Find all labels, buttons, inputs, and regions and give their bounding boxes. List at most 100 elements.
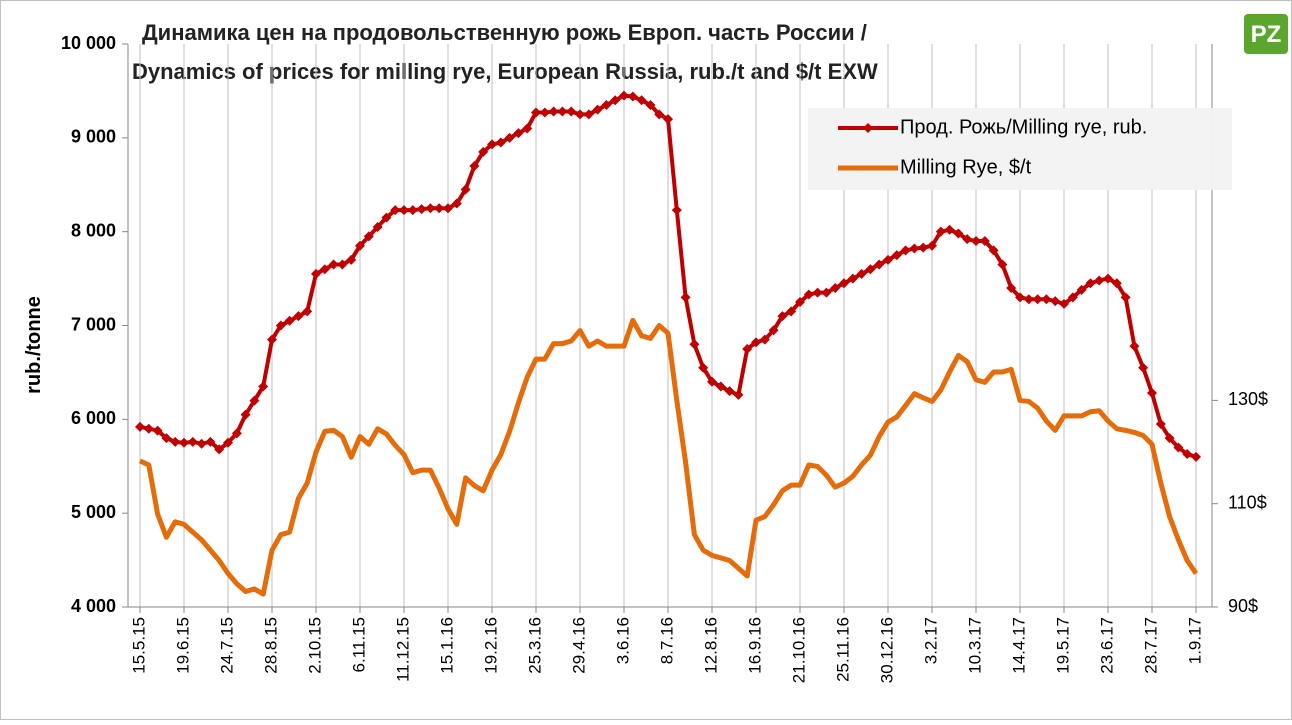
x-tick-label: 25.3.16	[525, 617, 544, 674]
marker	[671, 205, 682, 216]
marker	[1164, 433, 1175, 444]
marker	[1120, 292, 1131, 303]
marker	[918, 242, 929, 253]
marker	[1155, 419, 1166, 430]
marker	[434, 203, 445, 214]
marker	[865, 264, 876, 275]
marker	[249, 395, 260, 406]
x-tick-label: 28.7.17	[1141, 617, 1160, 674]
marker	[856, 268, 867, 279]
marker	[267, 334, 277, 345]
marker	[451, 198, 462, 209]
legend-label: Milling Rye, $/t	[900, 156, 1032, 178]
x-tick-label: 25.11.16	[833, 617, 852, 682]
x-tick-label: 15.1.16	[437, 617, 456, 674]
marker	[1147, 388, 1157, 399]
y-tick-label: 10 000	[61, 33, 116, 53]
y-tick-label: 4 000	[71, 596, 116, 616]
marker	[513, 128, 524, 139]
marker	[953, 228, 964, 239]
marker	[715, 381, 726, 392]
marker	[135, 421, 145, 432]
marker	[143, 423, 154, 434]
marker	[478, 146, 489, 157]
y-tick-label: 8 000	[71, 220, 116, 240]
marker	[654, 109, 665, 120]
marker	[407, 205, 418, 216]
marker	[152, 425, 163, 436]
marker	[240, 409, 251, 420]
marker	[997, 259, 1008, 270]
marker	[1041, 294, 1052, 305]
x-tick-label: 28.8.15	[261, 617, 280, 674]
x-tick-label: 1.9.17	[1185, 617, 1204, 664]
marker	[777, 311, 788, 322]
marker	[1032, 294, 1043, 305]
marker	[469, 160, 480, 171]
x-tick-label: 8.7.16	[657, 617, 676, 664]
y-tick-label: 6 000	[71, 408, 116, 428]
chart-title: Динамика цен на продовольственную рожь Е…	[142, 20, 867, 45]
marker	[187, 436, 198, 447]
marker	[645, 99, 656, 110]
marker	[214, 444, 225, 455]
x-tick-label: 11.12.15	[393, 617, 412, 682]
marker	[284, 315, 295, 326]
x-tick-label: 24.7.15	[217, 617, 236, 674]
marker	[337, 259, 348, 270]
marker	[548, 106, 559, 117]
marker	[847, 273, 858, 284]
marker	[170, 436, 181, 447]
marker	[1138, 362, 1149, 373]
series-line	[138, 317, 1199, 597]
marker	[460, 184, 471, 195]
x-tick-label: 15.5.15	[129, 617, 148, 674]
marker	[583, 109, 594, 120]
marker	[258, 381, 269, 392]
marker	[627, 91, 638, 102]
marker	[1129, 341, 1140, 352]
marker	[495, 137, 506, 148]
marker	[812, 287, 823, 298]
x-tick-label: 10.3.17	[965, 617, 984, 674]
marker	[566, 106, 577, 117]
x-tick-label: 19.5.17	[1053, 617, 1072, 674]
marker	[363, 231, 374, 242]
marker	[179, 437, 189, 448]
marker	[575, 109, 585, 120]
marker	[1085, 278, 1096, 289]
marker	[786, 306, 797, 317]
x-tick-label: 21.10.16	[789, 617, 808, 683]
marker	[610, 95, 621, 106]
y2-tick-label: 110$	[1228, 492, 1267, 512]
x-tick-label: 19.6.15	[173, 617, 192, 674]
marker	[293, 311, 304, 322]
marker	[355, 240, 365, 251]
marker	[1067, 292, 1078, 303]
x-tick-label: 12.8.16	[701, 617, 720, 674]
marker	[944, 224, 955, 235]
marker	[328, 259, 339, 270]
marker	[795, 297, 805, 308]
marker	[1076, 284, 1087, 295]
x-tick-label: 14.4.17	[1009, 617, 1028, 674]
marker	[689, 339, 700, 350]
marker	[557, 106, 568, 117]
marker	[900, 245, 911, 256]
marker	[619, 90, 629, 101]
marker	[935, 226, 946, 237]
marker	[988, 245, 999, 256]
marker	[927, 240, 937, 251]
marker	[962, 234, 973, 245]
marker	[1094, 275, 1105, 286]
marker	[487, 139, 497, 150]
marker	[1023, 294, 1034, 305]
marker	[1111, 278, 1122, 289]
marker	[759, 334, 770, 345]
marker	[346, 254, 357, 265]
x-tick-label: 3.2.17	[921, 617, 940, 664]
marker	[161, 433, 172, 444]
legend-label: Прод. Рожь/Milling rye, rub.	[900, 116, 1147, 138]
marker	[443, 203, 453, 214]
